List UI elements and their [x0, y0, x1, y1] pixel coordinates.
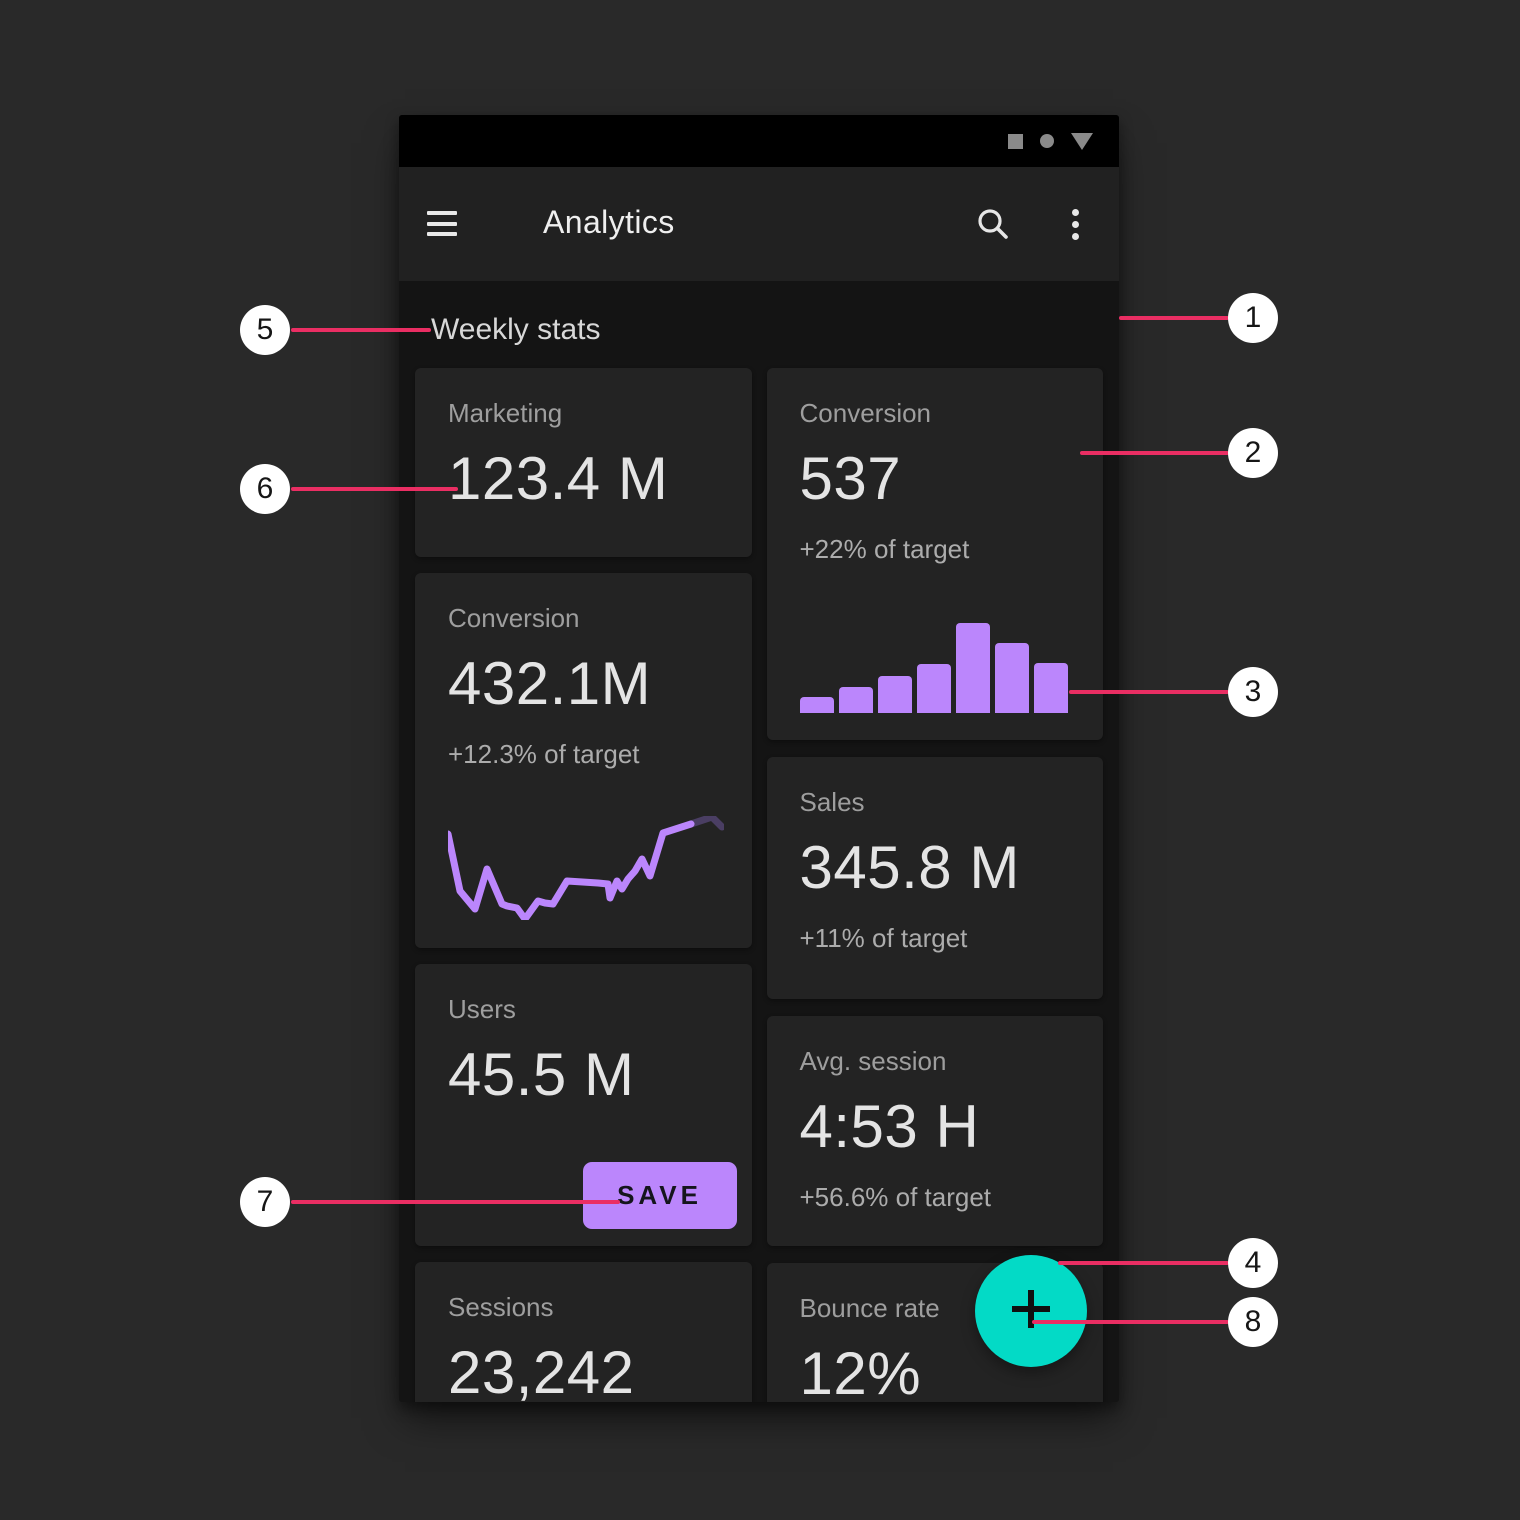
callout-line-4	[1058, 1261, 1229, 1265]
card-label: Sales	[799, 787, 865, 817]
bar-chart-bar	[838, 687, 873, 713]
card-sessions[interactable]: Sessions 23,242	[415, 1262, 752, 1402]
bar-chart-bar	[1033, 663, 1068, 713]
line-chart	[448, 816, 724, 920]
bar-chart-bar	[799, 697, 834, 713]
card-label: Users	[448, 994, 516, 1024]
search-icon[interactable]	[975, 206, 1011, 242]
callout-badge-6: 6	[240, 464, 290, 514]
callout-badge-1: 1	[1228, 293, 1278, 343]
callout-line-1	[1119, 316, 1229, 320]
callout-badge-8: 8	[1228, 1297, 1278, 1347]
fab-add-button[interactable]	[975, 1255, 1087, 1367]
card-subtitle: +11% of target	[799, 923, 968, 953]
status-triangle-down-icon	[1071, 132, 1093, 150]
card-value: 537	[799, 445, 902, 512]
status-bar	[399, 115, 1119, 167]
card-subtitle: +22% of target	[799, 534, 970, 564]
right-column: Conversion 537 +22% of target Sales 345.…	[766, 368, 1103, 1402]
callout-badge-2: 2	[1228, 428, 1278, 478]
card-value: 4:53 H	[799, 1093, 980, 1160]
callout-badge-7: 7	[240, 1177, 290, 1227]
card-value: 345.8 M	[799, 834, 1020, 901]
plus-icon	[1008, 1286, 1054, 1337]
callout-line-3	[1069, 690, 1229, 694]
card-sales[interactable]: Sales 345.8 M +11% of target	[766, 757, 1103, 999]
card-marketing[interactable]: Marketing 123.4 M	[415, 368, 752, 557]
card-avg-session[interactable]: Avg. session 4:53 H +56.6% of target	[766, 1016, 1103, 1246]
card-subtitle: +12.3% of target	[448, 739, 640, 769]
card-value: 432.1M	[448, 650, 652, 717]
overflow-menu-icon[interactable]	[1067, 205, 1083, 243]
left-column: Marketing 123.4 M Conversion 432.1M +12.…	[415, 368, 752, 1402]
card-conversion-bar[interactable]: Conversion 537 +22% of target	[766, 368, 1103, 740]
callout-line-2	[1080, 451, 1229, 455]
callout-line-5	[291, 328, 431, 332]
bar-chart-bar	[877, 676, 912, 713]
callout-badge-4: 4	[1228, 1238, 1278, 1288]
card-label: Avg. session	[799, 1046, 947, 1076]
app-bar: Analytics	[399, 167, 1119, 281]
card-label: Marketing	[448, 398, 563, 428]
callout-line-7	[291, 1200, 620, 1204]
card-subtitle: +56.6% of target	[799, 1182, 992, 1212]
bar-chart	[799, 623, 1068, 713]
dashboard-content: Weekly stats Marketing 123.4 M Conversio…	[399, 281, 1119, 1402]
bar-chart-bar	[916, 664, 951, 713]
page-title: Analytics	[543, 204, 675, 241]
card-label: Conversion	[799, 398, 932, 428]
section-header: Weekly stats	[431, 313, 601, 346]
callout-badge-3: 3	[1228, 667, 1278, 717]
card-users[interactable]: Users 45.5 M SAVE	[415, 964, 752, 1246]
callout-badge-5: 5	[240, 305, 290, 355]
phone-mockup: Analytics Weekly stats Marketing 123.4 M…	[399, 115, 1119, 1402]
card-value: 12%	[799, 1340, 922, 1402]
status-circle-icon	[1040, 134, 1054, 148]
card-value: 123.4 M	[448, 445, 669, 512]
bar-chart-bar	[955, 623, 990, 713]
card-label: Bounce rate	[799, 1293, 940, 1323]
bar-chart-bar	[994, 643, 1029, 713]
save-button[interactable]: SAVE	[582, 1162, 737, 1229]
card-conversion-line[interactable]: Conversion 432.1M +12.3% of target	[415, 573, 752, 948]
card-label: Conversion	[448, 603, 580, 633]
status-square-icon	[1008, 133, 1023, 149]
callout-line-6	[291, 487, 458, 491]
callout-line-8	[1032, 1320, 1229, 1324]
card-value: 45.5 M	[448, 1041, 635, 1108]
card-value: 23,242	[448, 1339, 635, 1402]
card-label: Sessions	[448, 1292, 554, 1322]
hamburger-menu-icon[interactable]	[427, 211, 457, 236]
